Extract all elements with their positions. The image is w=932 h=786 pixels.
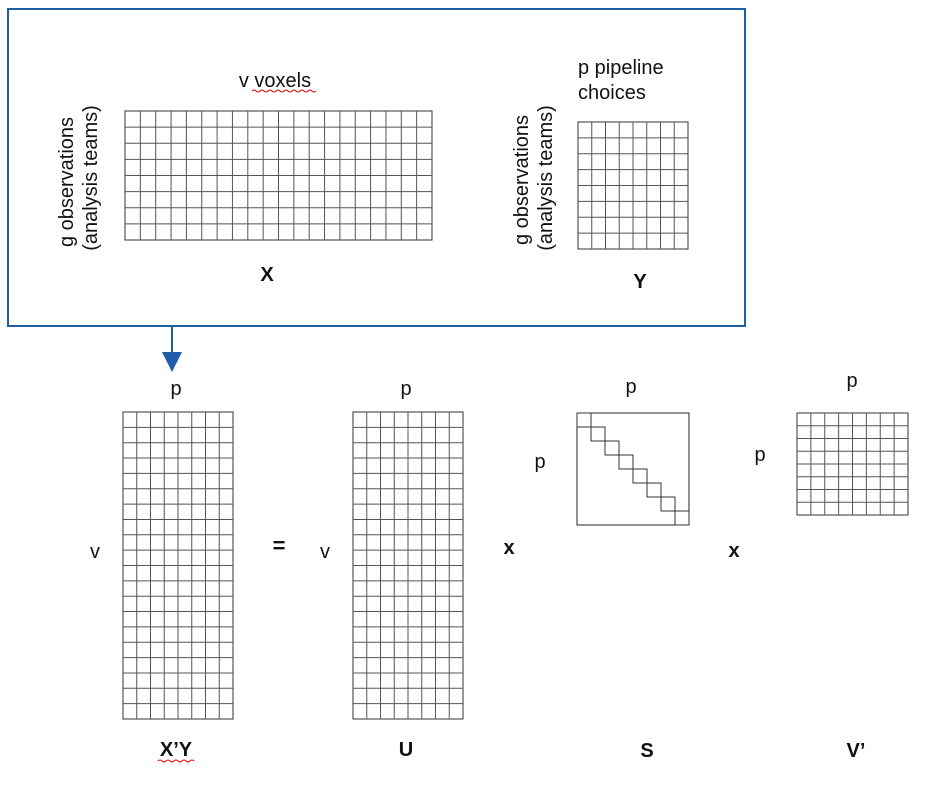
times-sign-2: x	[728, 540, 739, 562]
y-matrix-side-label-1: g observations	[511, 115, 533, 245]
x-matrix-side-label-1: g observations	[56, 117, 78, 247]
vt-side-label: p	[754, 444, 765, 466]
vt-top-label: p	[846, 370, 857, 392]
x-matrix-top-label: v voxels	[239, 70, 311, 92]
s-top-label: p	[625, 376, 636, 398]
xty-side-label: v	[90, 541, 100, 563]
vt-matrix-name: V’	[847, 740, 866, 762]
y-matrix-top-label-2: choices	[578, 82, 646, 104]
y-matrix-name: Y	[633, 271, 647, 293]
u-side-label: v	[320, 541, 330, 563]
y-matrix-side-label-2: (analysis teams)	[535, 105, 557, 251]
x-matrix-side-label-2: (analysis teams)	[80, 105, 102, 251]
s-matrix-diagonal	[576, 412, 690, 526]
input-panel	[7, 8, 746, 327]
spellcheck-underline	[157, 759, 195, 763]
u-matrix-name: U	[399, 739, 413, 761]
xty-matrix-grid	[122, 411, 234, 720]
vt-matrix-grid	[796, 412, 909, 516]
s-side-label: p	[534, 451, 545, 473]
y-matrix-grid	[577, 121, 689, 250]
u-top-label: p	[400, 378, 411, 400]
times-sign-1: x	[503, 537, 514, 559]
x-matrix-grid	[124, 110, 433, 241]
x-matrix-name: X	[260, 264, 274, 286]
equals-sign: =	[273, 533, 286, 558]
y-matrix-top-label-1: p pipeline	[578, 57, 664, 79]
xty-top-label: p	[170, 378, 181, 400]
s-matrix-name: S	[640, 740, 653, 762]
u-matrix-grid	[352, 411, 464, 720]
spellcheck-underline	[251, 89, 317, 93]
xty-matrix-name: X’Y	[160, 739, 193, 761]
